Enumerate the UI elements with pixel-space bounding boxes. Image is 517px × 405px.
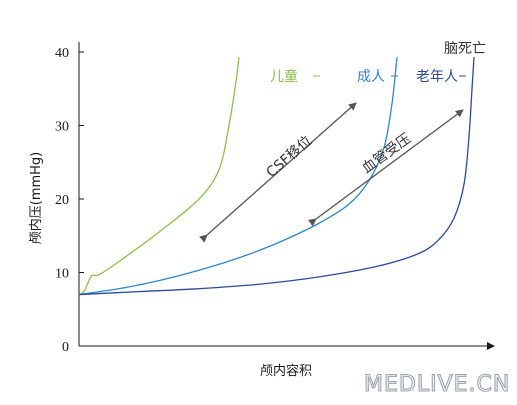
y-tick-label: 40 <box>55 46 69 61</box>
csf-arrow-label: CSF移位 <box>263 133 315 181</box>
y-ticks: 0 10 20 30 40 <box>55 46 84 355</box>
annotation-arrows: CSF移位 血管受压 <box>199 102 464 243</box>
x-axis-title: 颅内容积 <box>260 363 312 379</box>
y-tick-label: 0 <box>62 340 69 355</box>
watermark: MEDLIVE.CN <box>364 372 510 397</box>
series-label-elderly: 老年人 <box>416 69 458 85</box>
brain-death-label: 脑死亡 <box>444 41 486 57</box>
series-label-children: 儿童 <box>270 68 298 85</box>
y-tick-label: 20 <box>55 193 69 208</box>
y-axis-title: 颅内压(mmHg) <box>28 152 44 245</box>
series-line-children <box>78 57 240 296</box>
series-line-elderly <box>78 57 475 296</box>
axes <box>78 42 495 350</box>
y-tick-label: 30 <box>55 120 69 135</box>
vascular-arrow <box>307 109 464 227</box>
series-line-adults <box>78 57 398 296</box>
series-label-adults: 成人 <box>357 69 385 85</box>
y-tick-label: 10 <box>55 267 69 282</box>
series-labels: 儿童 成人 老年人 脑死亡 <box>270 41 486 85</box>
